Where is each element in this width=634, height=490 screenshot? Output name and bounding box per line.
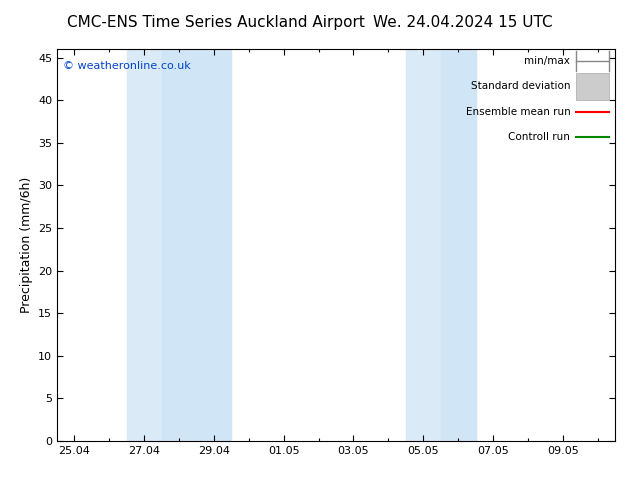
- Text: Controll run: Controll run: [508, 132, 571, 142]
- Bar: [441, 49, 476, 441]
- Text: We. 24.04.2024 15 UTC: We. 24.04.2024 15 UTC: [373, 15, 553, 30]
- Y-axis label: Precipitation (mm/6h): Precipitation (mm/6h): [20, 177, 32, 313]
- Bar: [162, 49, 231, 441]
- Text: Ensemble mean run: Ensemble mean run: [465, 107, 571, 117]
- Bar: [406, 49, 441, 441]
- Text: © weatheronline.co.uk: © weatheronline.co.uk: [63, 61, 190, 71]
- Text: Standard deviation: Standard deviation: [471, 81, 571, 91]
- Bar: [127, 49, 162, 441]
- Text: CMC-ENS Time Series Auckland Airport: CMC-ENS Time Series Auckland Airport: [67, 15, 365, 30]
- FancyBboxPatch shape: [576, 73, 609, 100]
- Text: min/max: min/max: [524, 56, 571, 66]
